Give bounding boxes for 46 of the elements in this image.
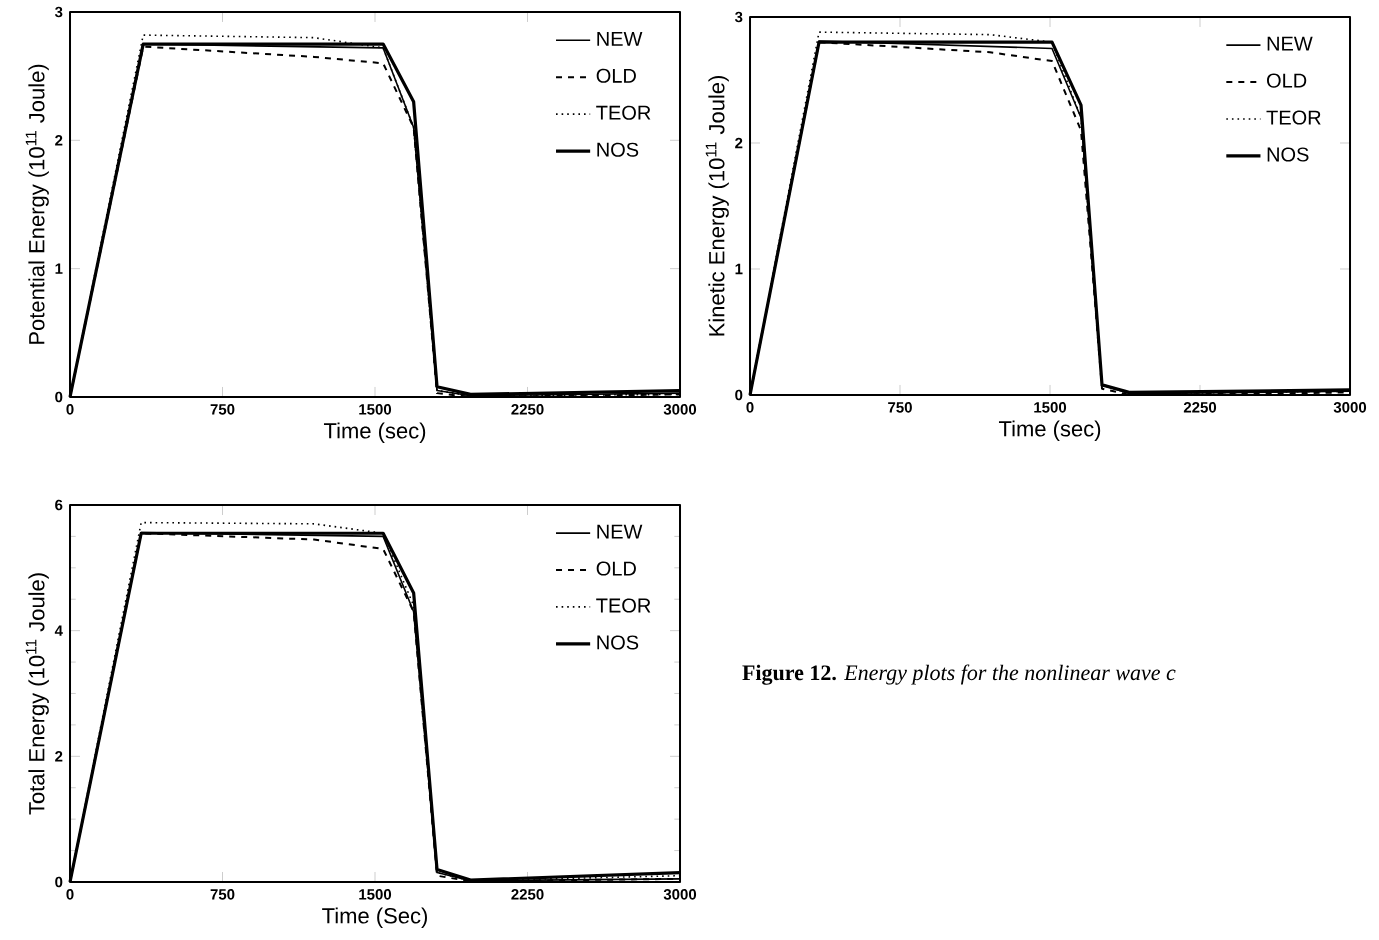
y-tick-label: 3 — [54, 6, 63, 18]
legend-label: OLD — [596, 68, 636, 83]
legend-label: NEW — [597, 524, 643, 539]
y-tick-label: 6 — [55, 499, 63, 511]
text: Figure 12. Energy plots for the nonlinear wave c — [742, 664, 1176, 685]
y-tick-label: 4 — [54, 625, 63, 636]
y-axis-title: Kinetic Energy (10$^{11}$ Joule) — [705, 75, 729, 336]
y-tick-label: 1 — [55, 263, 63, 274]
x-tick-label: 1500 — [1034, 402, 1067, 413]
x-tick-label: 3000 — [1333, 402, 1367, 413]
x-tick-label: 750 — [210, 404, 235, 415]
x-tick-label: 2250 — [511, 404, 544, 415]
legend-label: TEOR — [1266, 110, 1321, 125]
y-axis-title: Potential Energy (10$^{11}$ Joule) — [25, 64, 49, 344]
x-axis-title: Time (sec) — [998, 420, 1101, 441]
x-tick-label: 0 — [66, 889, 74, 900]
legend-label: OLD — [1267, 73, 1307, 88]
x-tick-label: 2250 — [511, 889, 544, 900]
x-tick-label: 750 — [210, 889, 235, 900]
legend-label: NOS — [1267, 147, 1309, 162]
x-tick-label: 3000 — [663, 404, 697, 415]
x-tick-label: 0 — [66, 404, 74, 415]
y-tick-label: 2 — [55, 751, 63, 762]
x-tick-label: 2250 — [1183, 402, 1217, 413]
y-axis-title: Total Energy (10$^{11}$ Joule) — [25, 573, 49, 815]
legend-label: NEW — [597, 31, 643, 46]
legend-label: NEW — [1267, 36, 1313, 51]
x-axis-title: Time (sec) — [323, 422, 426, 443]
y-tick-label: 3 — [734, 11, 743, 23]
legend-label: OLD — [596, 561, 636, 576]
y-tick-label: 2 — [735, 137, 743, 149]
y-tick-label: 0 — [55, 391, 63, 403]
x-tick-label: 3000 — [663, 889, 697, 900]
x-tick-label: 750 — [888, 402, 912, 413]
x-tick-label: 1500 — [359, 404, 392, 415]
x-tick-label: 0 — [746, 402, 754, 413]
legend-label: NOS — [597, 142, 639, 157]
x-axis-title: Time (Sec) — [322, 907, 427, 928]
legend-label: NOS — [597, 635, 639, 650]
legend-label: TEOR — [596, 105, 651, 120]
y-tick-label: 1 — [735, 263, 743, 275]
y-tick-label: 0 — [55, 876, 63, 888]
x-tick-label: 1500 — [359, 889, 392, 900]
y-tick-label: 2 — [55, 135, 63, 146]
legend-label: TEOR — [596, 598, 651, 613]
y-tick-label: 0 — [735, 389, 743, 401]
